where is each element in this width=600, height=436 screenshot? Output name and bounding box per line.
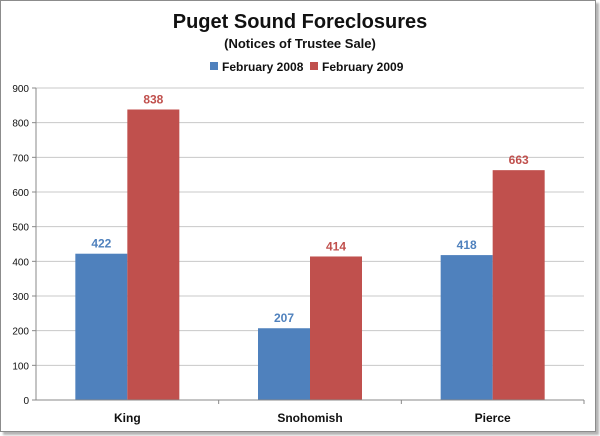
data-label-pierce-2008: 418 [457, 238, 477, 252]
legend-label-february-2009: February 2009 [322, 60, 404, 74]
y-tick-label: 500 [12, 223, 29, 234]
data-label-pierce-2009: 663 [509, 153, 529, 167]
y-axis-ticks: 0 100 200 300 400 500 600 700 800 900 [12, 84, 36, 407]
legend-swatch-february-2008 [210, 62, 218, 70]
y-tick-label: 900 [12, 84, 29, 95]
y-tick-label: 800 [12, 119, 29, 130]
chart-title: Puget Sound Foreclosures [173, 11, 427, 33]
data-labels: 422 838 207 414 418 663 [91, 92, 529, 325]
bar-pierce-2009 [492, 170, 545, 400]
chart-subtitle: (Notices of Trustee Sale) [224, 36, 376, 51]
y-tick-label: 400 [12, 257, 29, 268]
y-tick-label: 0 [23, 396, 29, 407]
x-category-label: Snohomish [277, 411, 342, 425]
axes [35, 88, 584, 401]
data-label-king-2009: 838 [143, 92, 163, 106]
y-tick-label: 100 [12, 361, 29, 372]
bar-snohomish-2009 [310, 256, 362, 400]
data-label-snohomish-2009: 414 [326, 239, 346, 253]
legend-label-february-2008: February 2008 [222, 60, 304, 74]
x-axis-categories: King Snohomish Pierce [114, 400, 585, 425]
x-category-label: King [114, 411, 141, 425]
bars [75, 109, 545, 400]
data-label-king-2008: 422 [91, 237, 111, 251]
y-tick-label: 200 [12, 327, 29, 338]
data-label-snohomish-2008: 207 [274, 311, 294, 325]
bar-king-2009 [127, 109, 180, 400]
x-category-label: Pierce [475, 411, 511, 425]
y-tick-label: 300 [12, 292, 29, 303]
legend: February 2008 February 2009 [210, 60, 404, 74]
legend-swatch-february-2009 [310, 62, 318, 70]
bar-pierce-2008 [440, 255, 493, 400]
bar-snohomish-2008 [258, 328, 310, 400]
bar-king-2008 [75, 253, 128, 400]
y-tick-label: 700 [12, 153, 29, 164]
y-tick-label: 600 [12, 188, 29, 199]
